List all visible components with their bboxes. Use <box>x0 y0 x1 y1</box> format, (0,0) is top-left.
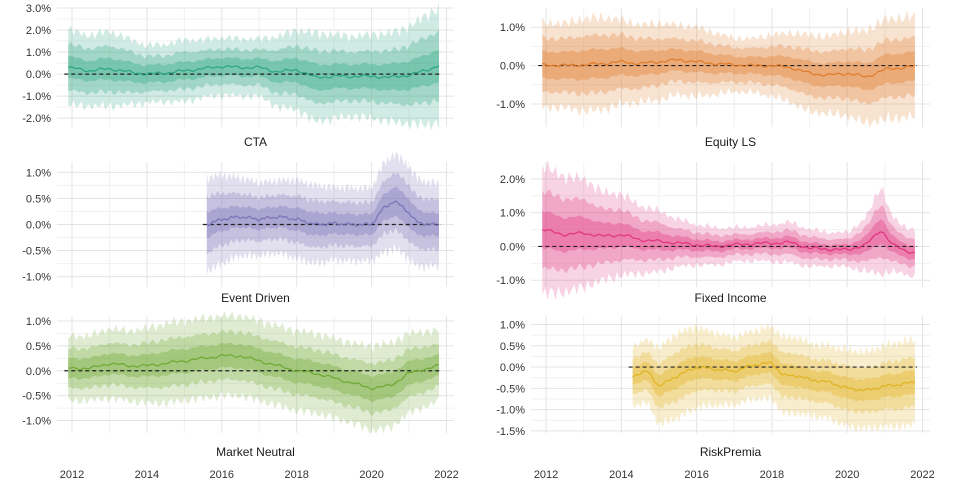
y-tick-label: 0.0% <box>500 61 525 73</box>
y-tick-label: 0.0% <box>500 241 525 253</box>
median-line <box>206 200 440 227</box>
y-tick-label: -1.0% <box>22 272 51 284</box>
median-line <box>67 65 440 79</box>
x-tick-label: 2016 <box>684 469 708 481</box>
y-tick-label: 1.0% <box>26 47 51 59</box>
y-tick-label: -1.0% <box>496 99 525 111</box>
panel-title: Event Driven <box>221 291 290 305</box>
y-tick-label: 1.0% <box>500 320 525 332</box>
x-tick-label: 2018 <box>760 469 784 481</box>
x-tick-label: 2014 <box>609 469 633 481</box>
y-tick-label: 3.0% <box>26 3 51 15</box>
y-tick-label: -1.0% <box>22 91 51 103</box>
quantile-band-inner <box>632 351 915 402</box>
panel-equity-ls: -1.0% 0.0% 1.0% Equity LS <box>496 8 930 149</box>
y-tick-label: -1.0% <box>496 275 525 287</box>
quantile-band-outer <box>206 151 439 277</box>
y-tick-label: -0.5% <box>22 246 51 258</box>
y-tick-label: 0.0% <box>26 366 51 378</box>
panel-riskpremia: -1.5% -1.0% -0.5% 0.0% 0.5% 1.0% RiskPremia 201… <box>496 316 935 481</box>
panel-market-neutral: -1.0% -0.5% 0.0% 0.5% 1.0% Market Neutral 2012… <box>22 310 459 481</box>
median-line <box>542 228 915 255</box>
quantile-band-outer <box>542 10 915 128</box>
quantile-band-middle <box>206 172 439 256</box>
quantile-band-middle <box>632 339 915 415</box>
y-tick-label: 0.0% <box>26 220 51 232</box>
y-tick-label: 2.0% <box>26 25 51 37</box>
x-tick-label: 2020 <box>359 469 383 481</box>
median-line <box>542 58 916 78</box>
panel-fixed-income: -1.0% 0.0% 1.0% 2.0% Fixed Income <box>496 160 930 305</box>
y-tick-label: 1.0% <box>500 22 525 34</box>
x-tick-label: 2020 <box>835 469 859 481</box>
panel-title: Equity LS <box>705 135 756 149</box>
quantile-band-inner <box>542 46 915 91</box>
panel-title: Fixed Income <box>694 291 766 305</box>
quantile-band-inner <box>542 211 915 261</box>
quantile-band-outer <box>542 160 915 301</box>
y-tick-label: -1.0% <box>496 405 525 417</box>
x-tick-label: 2016 <box>210 469 234 481</box>
quantile-band-middle <box>68 329 439 416</box>
y-tick-label: -1.0% <box>22 416 51 428</box>
y-tick-label: -0.5% <box>22 391 51 403</box>
panel-cta: -2.0% -1.0% 0.0% 1.0% 2.0% 3.0% CTA <box>22 1 454 149</box>
y-tick-label: -2.0% <box>22 113 51 125</box>
x-tick-label: 2018 <box>284 469 308 481</box>
quantile-band-outer <box>68 310 439 435</box>
quantile-band-outer <box>68 1 439 131</box>
y-tick-label: -1.5% <box>496 426 525 438</box>
quantile-band-middle <box>542 31 915 106</box>
y-tick-label: 0.0% <box>500 362 525 374</box>
panel-title: Market Neutral <box>216 445 295 459</box>
quantile-band-inner <box>206 186 439 239</box>
y-tick-label: 0.5% <box>26 341 51 353</box>
y-tick-label: 1.0% <box>26 316 51 328</box>
x-tick-label: 2012 <box>60 469 84 481</box>
y-tick-label: -0.5% <box>496 383 525 395</box>
y-tick-label: 1.0% <box>26 167 51 179</box>
quantile-band-middle <box>542 189 915 274</box>
y-tick-label: 0.5% <box>500 341 525 353</box>
y-tick-label: 2.0% <box>500 174 525 186</box>
x-tick-label: 2022 <box>434 469 458 481</box>
y-tick-label: 1.0% <box>500 208 525 220</box>
x-tick-label: 2014 <box>135 469 159 481</box>
x-tick-label: 2012 <box>534 469 558 481</box>
quantile-band-inner <box>68 49 439 92</box>
median-line <box>632 360 916 392</box>
quantile-band-outer <box>632 323 915 432</box>
y-tick-label: 0.0% <box>26 69 51 81</box>
panel-event-driven: -1.0% -0.5% 0.0% 0.5% 1.0% Event Driven <box>22 151 454 305</box>
panel-title: CTA <box>244 135 267 149</box>
median-line <box>68 353 440 391</box>
panel-title: RiskPremia <box>700 445 762 459</box>
quantile-band-inner <box>68 342 439 403</box>
y-tick-label: 0.5% <box>26 193 51 205</box>
x-tick-label: 2022 <box>910 469 934 481</box>
